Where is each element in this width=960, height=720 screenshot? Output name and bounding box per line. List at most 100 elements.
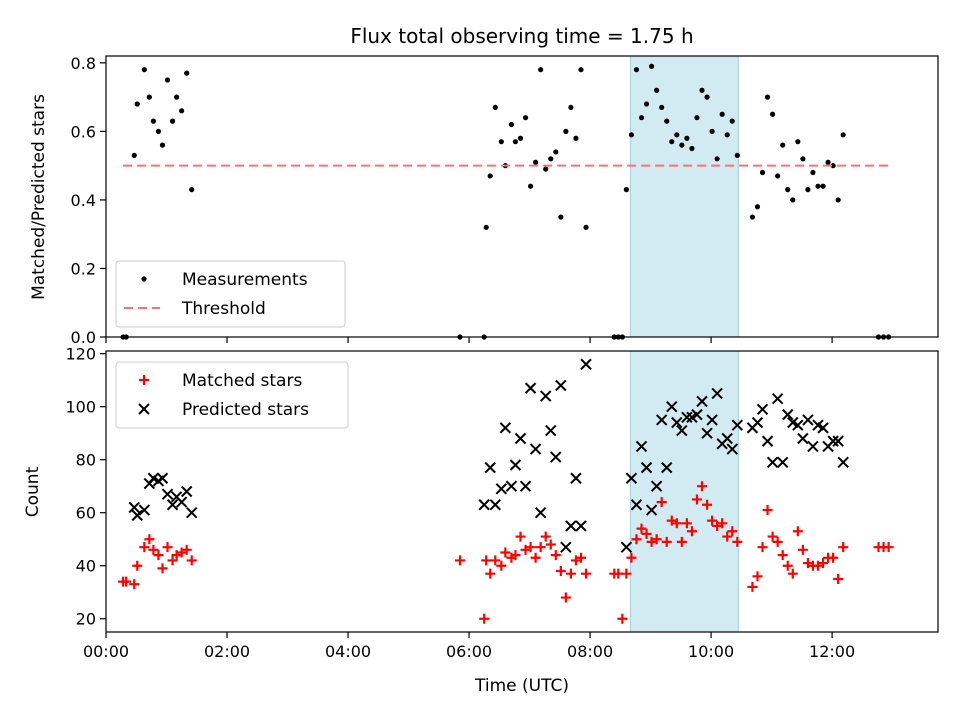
predicted-stars-point xyxy=(565,520,577,532)
predicted-stars-point xyxy=(156,472,169,484)
measurement-point xyxy=(533,159,539,165)
predicted-stars-point xyxy=(766,456,779,469)
measurement-point xyxy=(512,139,519,145)
matched-stars-point xyxy=(702,499,713,510)
matched-stars-point xyxy=(560,592,571,603)
measurement-point xyxy=(628,132,635,138)
predicted-stars-point xyxy=(161,488,174,500)
measurement-point xyxy=(543,166,549,172)
predicted-stars-point xyxy=(655,414,668,426)
plot-frame xyxy=(105,350,939,633)
matched-stars-point xyxy=(762,505,773,516)
matched-stars-point xyxy=(144,534,155,545)
measurement-point xyxy=(553,149,559,155)
measurement-point xyxy=(548,156,554,162)
matched-stars-point xyxy=(732,536,743,547)
matched-stars-point xyxy=(697,481,708,492)
legend-matched-swatch xyxy=(139,375,149,385)
measurement-point xyxy=(805,187,811,193)
matched-stars-point xyxy=(802,558,813,569)
y-tick-label: 80 xyxy=(76,451,96,470)
measurement-point xyxy=(719,111,725,117)
matched-stars-point xyxy=(565,568,576,579)
predicted-stars-point xyxy=(721,432,733,445)
predicted-stars-point xyxy=(756,403,769,416)
predicted-stars-point xyxy=(630,499,643,511)
measurement-point xyxy=(764,94,771,100)
predicted-stars-point xyxy=(817,422,829,434)
matched-stars-point xyxy=(782,560,793,571)
measurement-point xyxy=(179,108,185,114)
matched-stars-point xyxy=(792,526,803,537)
measurement-point xyxy=(734,152,740,158)
matched-stars-point xyxy=(545,539,556,550)
matched-stars-point xyxy=(777,550,788,561)
measurement-point xyxy=(573,135,579,141)
plot-frame xyxy=(105,55,939,338)
measurement-point xyxy=(648,63,655,69)
predicted-stars-point xyxy=(495,483,508,495)
matched-stars-point xyxy=(575,552,586,563)
x-tick-label: 08:00 xyxy=(567,642,613,661)
measurement-point xyxy=(674,132,680,138)
predicted-stars-point xyxy=(175,496,188,508)
matched-stars-point xyxy=(520,544,531,555)
predicted-stars-point xyxy=(771,393,784,405)
measurement-point xyxy=(623,187,629,193)
predicted-stars-point xyxy=(519,480,532,492)
matched-stars-point xyxy=(132,560,143,571)
y-tick-label: 0.8 xyxy=(71,54,96,73)
matched-stars-point xyxy=(550,550,561,561)
matched-stars-point xyxy=(833,573,844,584)
predicted-stars-point xyxy=(550,451,562,463)
measurement-point xyxy=(150,118,156,124)
legend-label: Measurements xyxy=(182,270,308,290)
predicted-stars-point xyxy=(499,422,512,434)
matched-stars-point xyxy=(535,542,546,553)
predicted-stars-point xyxy=(560,541,572,553)
predicted-stars-point xyxy=(138,504,151,516)
measurement-point xyxy=(759,169,766,176)
predicted-stars-point xyxy=(701,427,713,439)
legend-box xyxy=(115,361,349,429)
matched-stars-point xyxy=(757,542,768,553)
y-tick-label: 60 xyxy=(76,504,96,523)
predicted-stars-point xyxy=(489,499,501,511)
matched-stars-point xyxy=(646,536,657,547)
matched-stars-point xyxy=(157,563,168,574)
predicted-stars-point xyxy=(776,456,789,469)
series-predicted-stars xyxy=(128,358,849,553)
measurement-point xyxy=(664,118,670,124)
predicted-stars-point xyxy=(691,408,703,421)
count-panel: 20 40 60 80 100 120 00:00 02:00 04:00 06:00 08:00 1… xyxy=(65,345,939,661)
predicted-stars-point xyxy=(731,419,744,431)
matched-stars-point xyxy=(167,555,178,566)
measurement-point xyxy=(155,128,162,134)
matched-stars-point xyxy=(148,544,159,555)
y-tick-label: 0.0 xyxy=(71,328,96,347)
measurement-point xyxy=(714,156,720,162)
matched-stars-point xyxy=(767,531,778,542)
measurement-point xyxy=(815,183,821,189)
matched-stars-point xyxy=(676,536,687,547)
measurement-point xyxy=(749,214,756,220)
measurement-point xyxy=(638,115,645,121)
matched-stars-point xyxy=(162,542,173,553)
predicted-stars-point xyxy=(186,507,198,519)
x-tick-label: 12:00 xyxy=(809,642,855,661)
legend-label: Matched stars xyxy=(182,371,302,391)
measurement-point xyxy=(487,173,493,179)
measurement-point xyxy=(131,152,137,158)
measurement-point xyxy=(558,214,564,220)
measurement-point xyxy=(568,104,574,111)
matched-stars-point xyxy=(485,568,496,579)
predicted-stars-point xyxy=(645,504,658,516)
matched-stars-point xyxy=(153,550,164,561)
predicted-stars-point xyxy=(514,432,527,445)
predicted-stars-point xyxy=(509,459,522,471)
measurement-point xyxy=(164,77,171,83)
matched-stars-point xyxy=(454,555,465,566)
measurement-point xyxy=(146,94,152,100)
y-tick-label: 0.2 xyxy=(71,259,96,278)
legend: Measurements Threshold xyxy=(115,260,346,328)
